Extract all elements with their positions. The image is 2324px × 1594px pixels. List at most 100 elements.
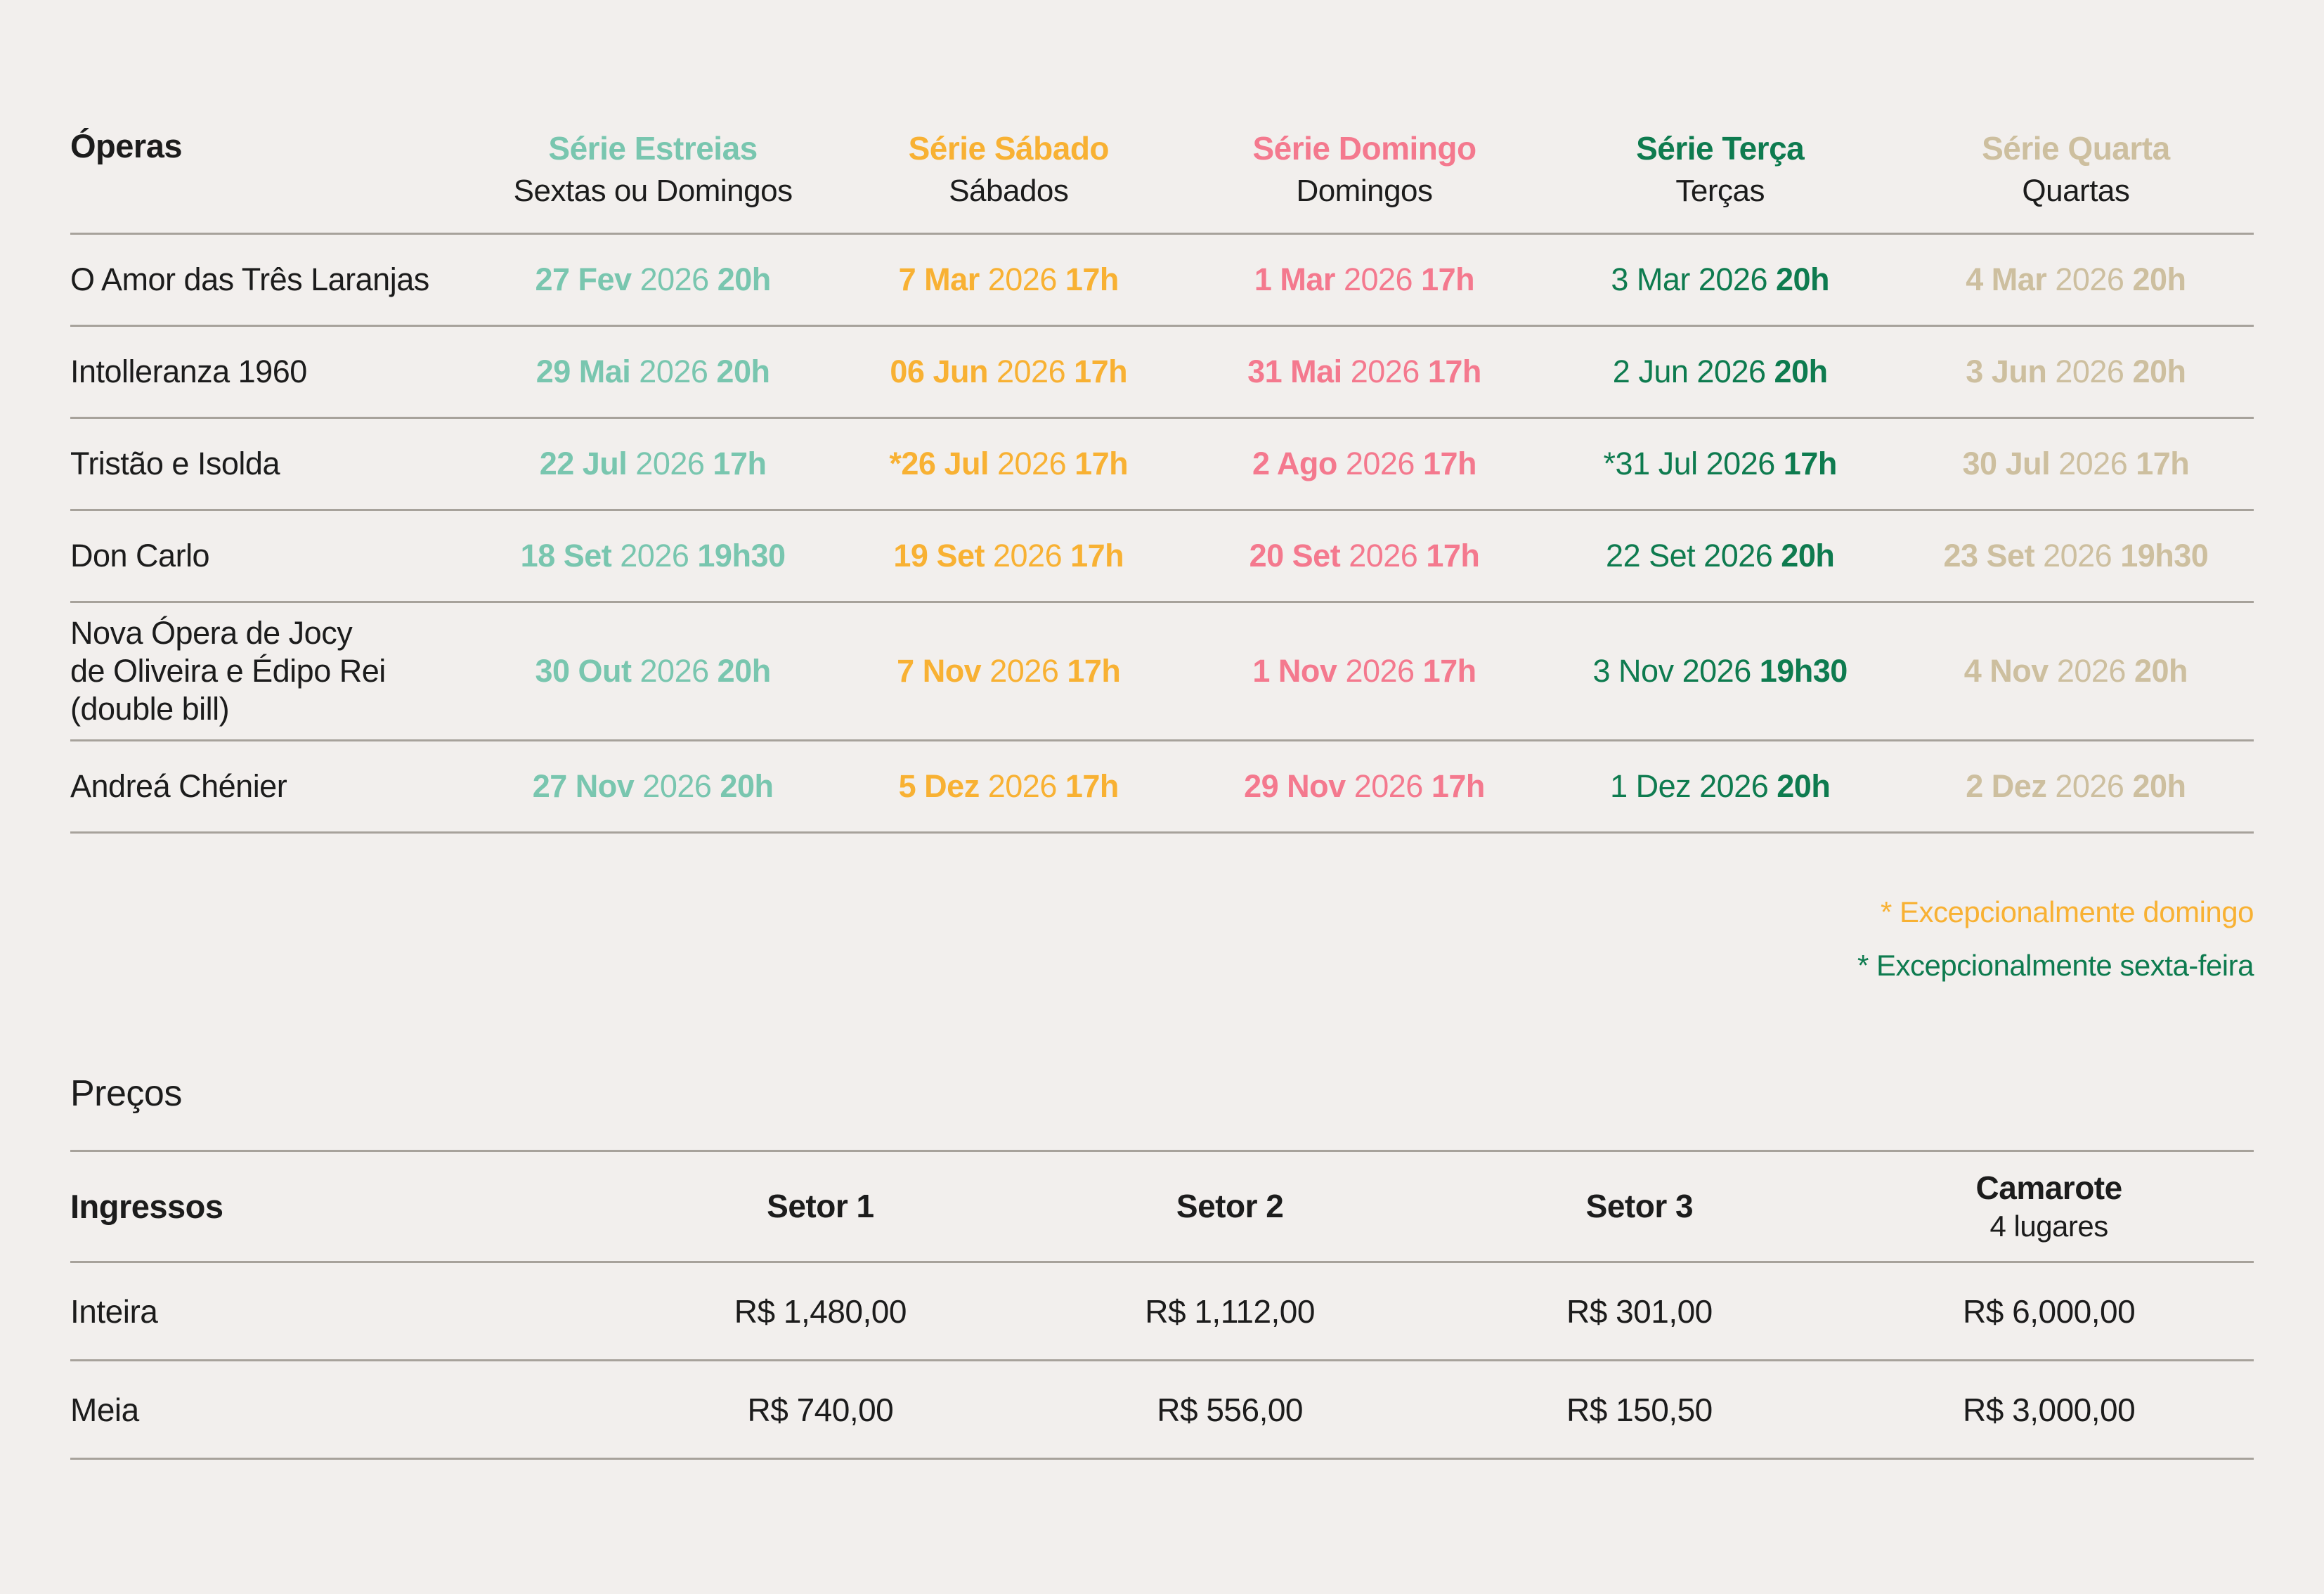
date-time: 20h [2134, 653, 2188, 689]
date-year: 2026 [2055, 768, 2124, 804]
date-day-month: 4 Nov [1963, 653, 2049, 689]
price-row: Meia R$ 740,00 R$ 556,00 R$ 150,50 R$ 3,… [70, 1361, 2254, 1460]
date-time: 17h [713, 446, 767, 481]
date-time: 17h [1431, 768, 1486, 804]
date-time: 20h [1776, 261, 1830, 297]
date-year: 2026 [1350, 354, 1420, 389]
date-cell: 7 Nov 2026 17h [831, 653, 1186, 689]
date-time: 17h [1070, 538, 1124, 574]
schedule-row: Nova Ópera de Jocy de Oliveira e Édipo R… [70, 603, 2254, 741]
price-value: R$ 556,00 [1157, 1391, 1304, 1428]
date-cell: 1 Dez 2026 20h [1543, 768, 1898, 805]
date-day-month: 27 Fev [535, 261, 632, 297]
series-title: Série Sábado [908, 130, 1110, 167]
date-year: 2026 [987, 261, 1058, 297]
date-time: 17h [1422, 653, 1477, 689]
price-value: R$ 740,00 [747, 1391, 894, 1428]
price-table: Ingressos Setor 1 Setor 2 Setor 3 Camaro… [70, 1150, 2254, 1460]
date-cell: 22 Jul 2026 17h [475, 446, 831, 482]
date-time: 20h [1777, 768, 1831, 804]
date-day-month: 22 Jul [539, 446, 628, 481]
price-value: R$ 150,50 [1566, 1391, 1713, 1428]
date-year: 2026 [1345, 653, 1415, 689]
date-year: 2026 [989, 653, 1059, 689]
date-year: 2026 [1703, 538, 1773, 574]
date-year: 2026 [993, 538, 1063, 574]
date-cell: 30 Out 2026 20h [475, 653, 831, 689]
date-day-month: 20 Set [1249, 538, 1341, 574]
date-time: 17h [2136, 446, 2190, 481]
date-day-month: 7 Mar [898, 261, 980, 297]
date-year: 2026 [2055, 261, 2124, 297]
date-cell: *31 Jul 2026 17h [1543, 446, 1898, 482]
date-time: 17h [1422, 446, 1477, 481]
date-day-month: 2 Dez [1966, 768, 2047, 804]
date-day-month: *26 Jul [889, 446, 989, 481]
date-day-month: 30 Out [535, 653, 632, 689]
date-year: 2026 [996, 354, 1066, 389]
opera-name: O Amor das Três Laranjas [70, 261, 429, 297]
price-value: R$ 6,000,00 [1963, 1292, 2136, 1330]
date-time: 20h [2132, 261, 2186, 297]
schedule-table: Óperas Série Estreias Sextas ou Domingos… [70, 0, 2254, 834]
date-time: 20h [716, 354, 770, 389]
date-day-month: 31 Mai [1247, 354, 1342, 389]
date-day-month: 2 Ago [1252, 446, 1337, 481]
date-cell: 2 Jun 2026 20h [1543, 354, 1898, 390]
date-time: 20h [717, 653, 772, 689]
date-year: 2026 [1343, 261, 1413, 297]
date-day-month: 4 Mar [1966, 261, 2047, 297]
setor-2-header: Setor 2 [1176, 1188, 1284, 1225]
date-day-month: 7 Nov [897, 653, 982, 689]
date-cell: 31 Mai 2026 17h [1186, 354, 1542, 390]
series-subtitle: Sábados [949, 174, 1069, 208]
opera-name: Intolleranza 1960 [70, 354, 307, 389]
date-cell: 3 Jun 2026 20h [1898, 354, 2254, 390]
date-time: 17h [1067, 653, 1121, 689]
series-terca-header: Série Terça Terças [1543, 131, 1898, 209]
date-year: 2026 [2058, 446, 2128, 481]
date-cell: 1 Mar 2026 17h [1186, 261, 1542, 298]
date-year: 2026 [987, 768, 1058, 804]
date-time: 19h30 [2120, 538, 2209, 574]
ticket-type-label: Inteira [70, 1292, 158, 1330]
date-year: 2026 [1353, 768, 1424, 804]
date-year: 2026 [1696, 354, 1766, 389]
schedule-row: O Amor das Três Laranjas 27 Fev 2026 20h… [70, 235, 2254, 327]
schedule-row: Andreá Chénier 27 Nov 2026 20h 5 Dez 202… [70, 741, 2254, 834]
date-year: 2026 [635, 446, 705, 481]
date-year: 2026 [642, 768, 712, 804]
date-cell: 7 Mar 2026 17h [831, 261, 1186, 298]
series-estreias-header: Série Estreias Sextas ou Domingos [475, 131, 831, 209]
opera-name: Andreá Chénier [70, 768, 287, 804]
date-year: 2026 [1345, 446, 1415, 481]
date-cell: 2 Dez 2026 20h [1898, 768, 2254, 805]
date-day-month: 19 Set [893, 538, 985, 574]
date-day-month: 3 Jun [1966, 354, 2047, 389]
series-title: Série Estreias [548, 130, 758, 167]
opera-season-page: Óperas Série Estreias Sextas ou Domingos… [70, 0, 2254, 1460]
date-time: 20h [720, 768, 774, 804]
date-day-month: 1 Nov [1252, 653, 1337, 689]
setor-1-header: Setor 1 [767, 1188, 874, 1225]
date-cell: 19 Set 2026 17h [831, 538, 1186, 574]
setor-3-header: Setor 3 [1585, 1188, 1694, 1225]
date-time: 17h [1065, 768, 1119, 804]
date-year: 2026 [997, 446, 1067, 481]
date-day-month: 06 Jun [890, 354, 988, 389]
date-day-month: 1 Mar [1254, 261, 1336, 297]
date-cell: 27 Nov 2026 20h [475, 768, 831, 805]
series-domingo-header: Série Domingo Domingos [1186, 131, 1542, 209]
date-cell: 22 Set 2026 20h [1543, 538, 1898, 574]
date-day-month: 18 Set [520, 538, 612, 574]
schedule-header: Óperas Série Estreias Sextas ou Domingos… [70, 127, 2254, 235]
date-time: 20h [1781, 538, 1835, 574]
date-time: 19h30 [1759, 653, 1848, 689]
date-time: 19h30 [697, 538, 786, 574]
price-value: R$ 1,480,00 [734, 1292, 907, 1330]
date-year: 2026 [639, 354, 708, 389]
date-year: 2026 [1699, 768, 1769, 804]
operas-column-header: Óperas [70, 127, 182, 164]
schedule-row: Intolleranza 1960 29 Mai 2026 20h 06 Jun… [70, 327, 2254, 419]
date-year: 2026 [1698, 261, 1768, 297]
